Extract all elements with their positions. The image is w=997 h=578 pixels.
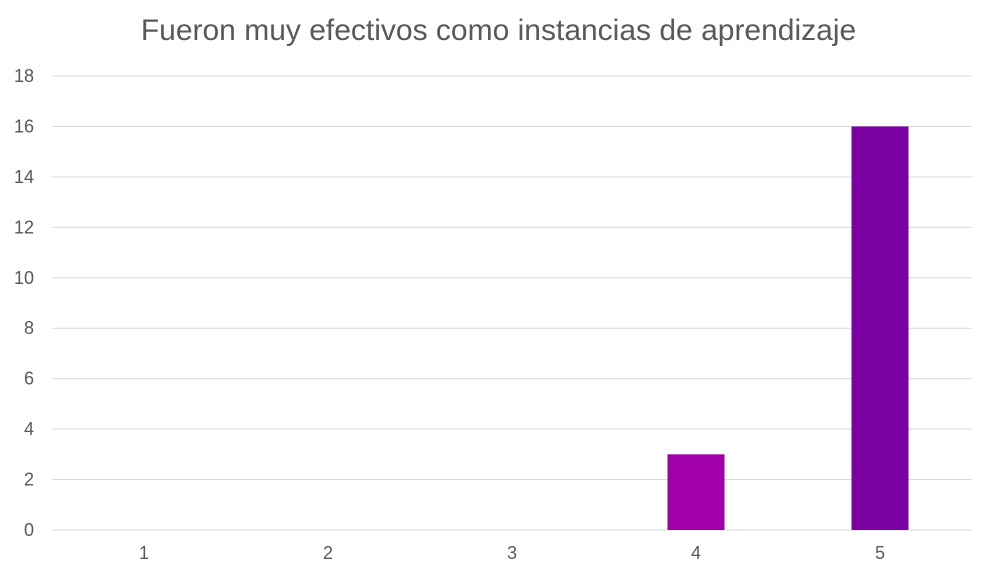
x-tick-label: 4 (691, 543, 701, 563)
x-tick-label: 5 (875, 543, 885, 563)
x-tick-label: 3 (507, 543, 517, 563)
y-tick-label: 6 (24, 369, 34, 389)
y-tick-label: 12 (14, 217, 34, 237)
chart-title: Fueron muy efectivos como instancias de … (140, 14, 857, 47)
x-tick-label: 2 (323, 543, 333, 563)
y-tick-label: 10 (14, 268, 34, 288)
y-tick-label: 14 (14, 167, 34, 187)
y-tick-label: 8 (24, 318, 34, 338)
bar (851, 126, 909, 530)
bar (667, 454, 725, 530)
y-tick-label: 18 (14, 66, 34, 86)
y-tick-label: 0 (24, 520, 34, 540)
y-tick-label: 2 (24, 470, 34, 490)
y-tick-label: 16 (14, 116, 34, 136)
x-tick-label: 1 (139, 543, 149, 563)
y-tick-label: 4 (24, 419, 34, 439)
